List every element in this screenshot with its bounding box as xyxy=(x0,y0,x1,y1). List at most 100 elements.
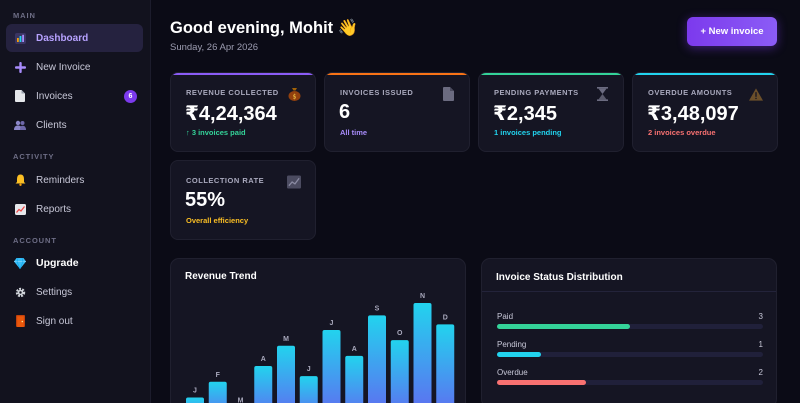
door-icon xyxy=(14,315,26,327)
sidebar-item-reminders[interactable]: Reminders xyxy=(6,166,143,194)
revenue-bar xyxy=(345,355,364,403)
svg-text:$: $ xyxy=(292,94,296,101)
stat-subtext: 1 invoices pending xyxy=(494,128,562,137)
users-icon xyxy=(14,119,26,131)
revenue-bar xyxy=(186,397,204,403)
stat-subtext: 2 invoices overdue xyxy=(648,128,716,137)
sidebar-item-new-invoice[interactable]: New Invoice xyxy=(6,53,143,81)
sidebar-item-label: Reports xyxy=(36,203,72,215)
stat-card-collection-rate: COLLECTION RATE 55% Overall efficiency xyxy=(170,160,316,240)
plus-icon xyxy=(14,61,26,73)
status-distribution-panel: Invoice Status Distribution Paid 3 Pendi… xyxy=(481,258,777,403)
sidebar-item-reports[interactable]: Reports xyxy=(6,195,143,223)
stat-subtext: All time xyxy=(340,128,368,137)
status-label: Pending xyxy=(497,340,527,349)
section-label-main: MAIN xyxy=(13,11,36,20)
sidebar-item-sign-out[interactable]: Sign out xyxy=(6,307,143,335)
stat-value: ₹2,345 xyxy=(493,103,557,125)
sidebar-item-label: Clients xyxy=(36,119,67,131)
stat-card-invoices-issued: INVOICES ISSUED 6 All time xyxy=(324,72,470,152)
stat-value: 55% xyxy=(185,189,226,211)
money-bag-icon: $ xyxy=(287,87,301,101)
stat-subtext: ↑ 3 invoices paid xyxy=(186,128,246,137)
trend-chart-icon xyxy=(287,175,301,189)
revenue-bar xyxy=(277,345,295,403)
status-label: Paid xyxy=(497,312,514,321)
revenue-trend-title: Revenue Trend xyxy=(185,271,257,282)
sidebar-item-label: Settings xyxy=(36,286,73,298)
sidebar-item-invoices[interactable]: Invoices 6 xyxy=(6,82,143,110)
bar-month-label: D xyxy=(443,314,448,321)
revenue-trend-panel: Revenue Trend J F M A M J J A S O N D xyxy=(170,258,466,403)
sidebar-item-label: Dashboard xyxy=(36,32,89,44)
bar-month-label: O xyxy=(397,330,403,337)
document-icon xyxy=(14,90,26,102)
stat-label: OVERDUE AMOUNTS xyxy=(648,88,733,97)
stat-value: 6 xyxy=(339,101,351,123)
bar-month-label: S xyxy=(375,305,380,312)
bar-month-label: A xyxy=(261,356,266,363)
revenue-bar xyxy=(413,303,432,403)
hourglass-icon xyxy=(595,87,609,101)
section-label-activity: ACTIVITY xyxy=(13,152,55,161)
gear-icon xyxy=(14,286,26,298)
revenue-bar xyxy=(368,315,386,403)
sidebar-item-label: Upgrade xyxy=(36,257,79,269)
sidebar-item-upgrade[interactable]: Upgrade xyxy=(6,249,143,277)
diamond-icon xyxy=(14,257,26,269)
divider xyxy=(482,291,776,292)
status-label: Overdue xyxy=(497,368,528,377)
dashboard-icon xyxy=(14,32,26,44)
bar-month-label: J xyxy=(330,320,334,327)
new-invoice-button[interactable]: + New invoice xyxy=(687,17,777,46)
status-row-paid: Paid 3 xyxy=(497,312,763,336)
status-count: 2 xyxy=(758,368,763,377)
sidebar-item-label: Invoices xyxy=(36,90,73,102)
invoices-count-badge: 6 xyxy=(124,90,137,103)
sidebar-item-label: Reminders xyxy=(36,174,85,186)
status-track xyxy=(497,352,763,357)
stat-label: PENDING PAYMENTS xyxy=(494,88,579,97)
stat-label: INVOICES ISSUED xyxy=(340,88,414,97)
stat-card-revenue-collected: REVENUE COLLECTED ₹4,24,364 ↑ 3 invoices… xyxy=(170,72,316,152)
sidebar: MAIN Dashboard New Invoice Invoices 6 Cl… xyxy=(0,0,151,403)
stat-label: COLLECTION RATE xyxy=(186,176,265,185)
bar-month-label: A xyxy=(352,346,357,353)
status-fill xyxy=(497,324,630,329)
status-fill xyxy=(497,352,542,357)
status-fill xyxy=(497,380,586,385)
card-accent-bar xyxy=(479,73,623,75)
section-label-account: ACCOUNT xyxy=(13,236,57,245)
sidebar-item-label: New Invoice xyxy=(36,61,91,73)
document-icon xyxy=(441,87,455,101)
sidebar-item-clients[interactable]: Clients xyxy=(6,111,143,139)
revenue-bar xyxy=(254,366,273,403)
revenue-trend-chart: J F M A M J J A S O N D xyxy=(186,293,455,403)
bar-month-label: J xyxy=(307,366,311,373)
status-count: 1 xyxy=(758,340,763,349)
chart-icon xyxy=(14,203,26,215)
bar-month-label: M xyxy=(238,398,244,403)
sidebar-item-dashboard[interactable]: Dashboard xyxy=(6,24,143,52)
stat-label: REVENUE COLLECTED xyxy=(186,88,279,97)
revenue-bar xyxy=(299,376,318,403)
revenue-bar xyxy=(208,381,227,403)
status-row-pending: Pending 1 xyxy=(497,340,763,364)
warning-icon xyxy=(749,87,763,101)
status-count: 3 xyxy=(758,312,763,321)
bell-icon xyxy=(14,174,26,186)
status-track xyxy=(497,380,763,385)
bar-month-label: M xyxy=(283,336,289,343)
card-accent-bar xyxy=(633,73,777,75)
bar-month-label: J xyxy=(193,388,197,395)
status-track xyxy=(497,324,763,329)
status-row-overdue: Overdue 2 xyxy=(497,368,763,392)
card-accent-bar xyxy=(325,73,469,75)
page-title: Good evening, Mohit 👋 xyxy=(170,19,359,37)
revenue-bar xyxy=(390,340,409,403)
stat-card-pending-payments: PENDING PAYMENTS ₹2,345 1 invoices pendi… xyxy=(478,72,624,152)
sidebar-item-label: Sign out xyxy=(36,315,73,327)
sidebar-item-settings[interactable]: Settings xyxy=(6,278,143,306)
bar-month-label: F xyxy=(216,372,221,379)
stat-subtext: Overall efficiency xyxy=(186,216,249,225)
